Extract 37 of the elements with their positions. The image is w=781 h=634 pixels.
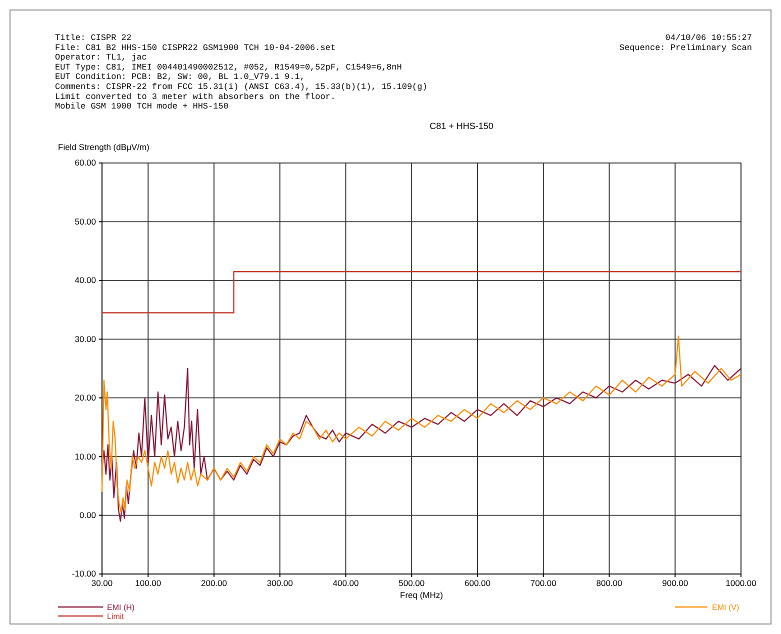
x-tick-label: 30.00 bbox=[91, 578, 113, 588]
x-tick-label: 600.00 bbox=[464, 578, 491, 588]
x-tick-label: 800.00 bbox=[596, 578, 623, 588]
legend-label: EMI (V) bbox=[712, 603, 740, 612]
text: Limit bbox=[107, 612, 125, 621]
y-tick-label: -10.00 bbox=[72, 568, 96, 579]
line-series bbox=[101, 364, 742, 522]
chart-title: C81 + HHS-150 bbox=[430, 121, 494, 131]
text: File: C81 B2 HHS-150 CISPR22 GSM1900 TCH 10-04-2006.set bbox=[55, 42, 336, 53]
x-tick-label: 200.00 bbox=[200, 578, 228, 588]
y-tick-label: 30.00 bbox=[74, 334, 96, 344]
y-axis-title: Field Strength (dBμV/m) bbox=[58, 142, 150, 152]
x-axis-title: Freq (MHz) bbox=[400, 590, 444, 600]
text: Title: CISPR 22 bbox=[55, 33, 132, 43]
x-tick-label: 900.00 bbox=[662, 578, 688, 588]
y-tick-label: 20.00 bbox=[74, 392, 96, 403]
x-tick-label: 1000.00 bbox=[726, 578, 757, 588]
text: EMI (H) bbox=[107, 603, 135, 612]
x-tick-label: 400.00 bbox=[332, 578, 360, 588]
y-tick-label: 40.00 bbox=[74, 275, 96, 286]
x-tick-label: 100.00 bbox=[135, 578, 162, 588]
x-tick-label: 300.00 bbox=[266, 578, 294, 588]
text: EUT Condition: PCB: B2, SW: 00, BL 1.0_V79.1 9.1, bbox=[55, 72, 305, 82]
y-tick-label: 0.00 bbox=[79, 510, 96, 520]
text: Comments: CISPR-22 from FCC 15.31(i) (ANSI C63.4), 15.33(b)(1), 15.109(g) bbox=[55, 82, 428, 92]
text: Sequence: Preliminary Scan bbox=[619, 42, 752, 53]
text: 04/10/06 10:55:27 bbox=[665, 33, 752, 43]
text: Limit converted to 3 meter with absorbers on the floor. bbox=[55, 92, 336, 102]
x-tick-label: 500.00 bbox=[398, 578, 425, 588]
y-tick-label: 50.00 bbox=[74, 216, 96, 226]
text: Operator: TL1, jac bbox=[55, 52, 147, 63]
line-series bbox=[101, 336, 742, 513]
text: Mobile GSM 1900 TCH mode + HHS-150 bbox=[55, 102, 228, 112]
text: EUT Type: C81, IMEI 004401490002512, #052, R1549=0,52pF, C1549=6,8nH bbox=[55, 62, 402, 72]
x-tick-label: 700.00 bbox=[530, 578, 557, 588]
y-tick-label: 10.00 bbox=[74, 451, 96, 462]
y-tick-label: 60.00 bbox=[74, 158, 96, 168]
